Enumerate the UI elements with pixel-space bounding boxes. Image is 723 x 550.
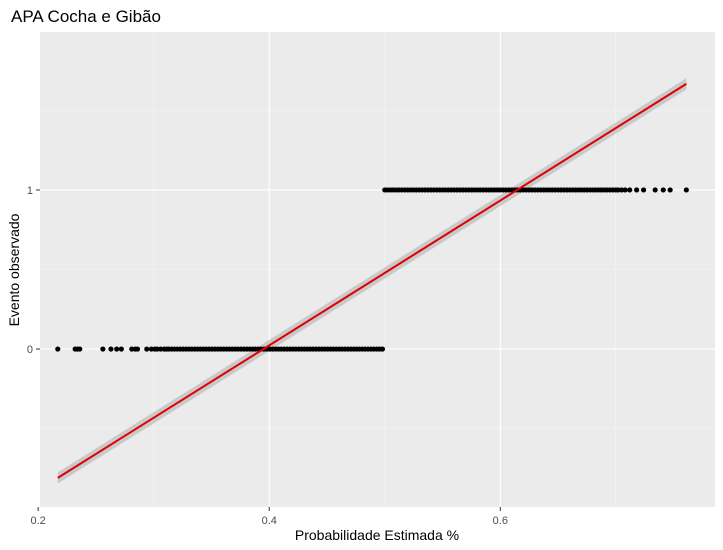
data-point-10 — [134, 346, 141, 352]
y-tick-label-1: 1 — [27, 185, 33, 197]
data-point-97 — [634, 187, 640, 193]
fit-line — [57, 83, 687, 479]
data-point-101 — [667, 187, 673, 193]
data-point-183 — [613, 187, 619, 193]
data-point-5 — [108, 346, 114, 352]
data-point-99 — [652, 187, 658, 193]
x-tick-label-0: 0.2 — [31, 515, 46, 527]
x-axis-title: Probabilidade Estimada % — [295, 527, 459, 543]
y-axis-title: Evento observado — [6, 213, 22, 326]
data-point-0 — [55, 346, 61, 352]
data-point-102 — [683, 187, 689, 193]
y-tick-label-0: 0 — [27, 344, 33, 356]
data-point-7 — [118, 346, 124, 352]
data-point-6 — [114, 346, 120, 352]
data-point-92 — [379, 346, 386, 352]
data-point-4 — [100, 346, 106, 352]
data-point-100 — [660, 187, 666, 193]
data-point-11 — [144, 346, 150, 352]
data-point-95 — [622, 187, 628, 193]
fit-line-group — [57, 83, 687, 479]
axes: 0.2 0.4 0.6 0 1 — [27, 185, 508, 527]
x-tick-label-2: 0.6 — [493, 515, 508, 527]
data-point-98 — [640, 187, 647, 193]
data-points — [55, 187, 689, 352]
data-point-96 — [627, 187, 633, 193]
x-tick-label-1: 0.4 — [262, 515, 277, 527]
chart-title: APA Cocha e Gibão — [11, 7, 161, 26]
data-point-3 — [77, 346, 83, 352]
